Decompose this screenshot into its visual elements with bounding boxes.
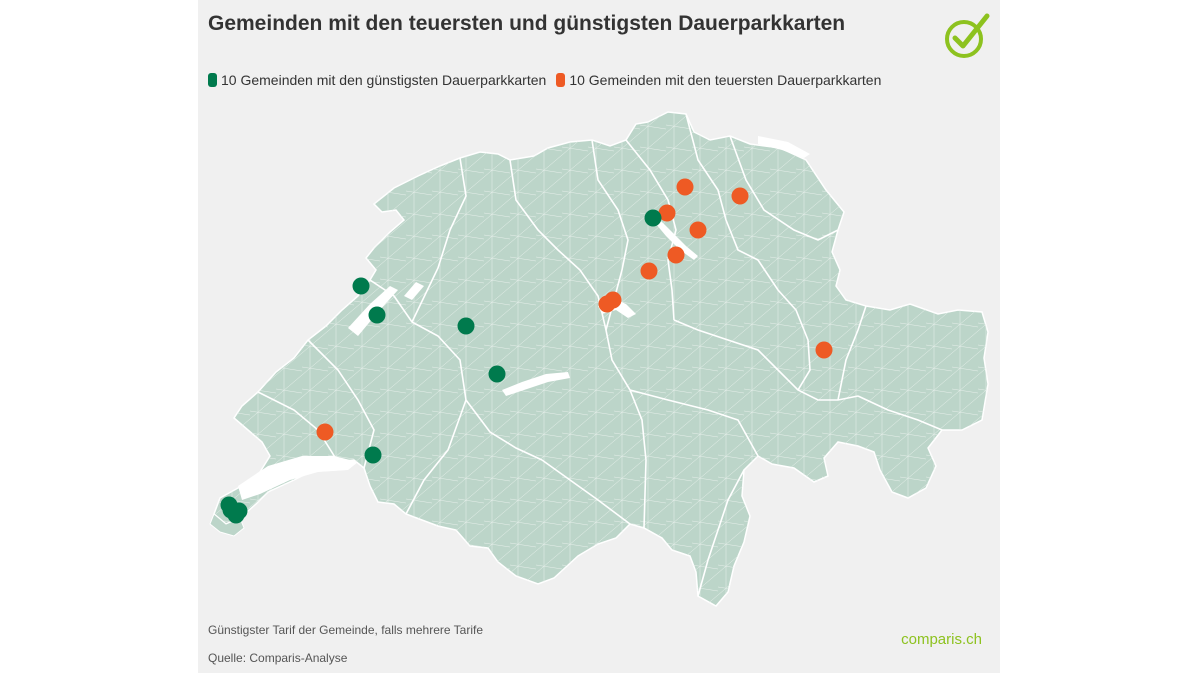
marker-expensive: [316, 423, 334, 441]
legend-label-cheapest: 10 Gemeinden mit den günstigsten Dauerpa…: [221, 72, 547, 88]
marker-expensive: [640, 262, 658, 280]
marker-expensive: [658, 204, 676, 222]
lake-biel: [404, 282, 424, 300]
brand-prefix: c: [901, 631, 909, 648]
lake-thun-brienz: [502, 372, 570, 396]
checkmark-circle-icon: [945, 13, 990, 58]
marker-cheapest: [364, 446, 382, 464]
marker-expensive: [815, 341, 833, 359]
canton-borders: [257, 113, 943, 597]
marker-expensive: [676, 178, 694, 196]
marker-expensive: [731, 187, 749, 205]
marker-cheapest: [644, 209, 662, 227]
marker-cheapest: [368, 306, 386, 324]
legend: 10 Gemeinden mit den günstigsten Dauerpa…: [208, 72, 891, 88]
footnote: Günstigster Tarif der Gemeinde, falls me…: [208, 623, 484, 637]
legend-swatch-expensive: [556, 73, 566, 87]
municipality-grid: [214, 112, 988, 606]
map-card: Gemeinden mit den teuersten und günstigs…: [198, 0, 1000, 673]
legend-label-expensive: 10 Gemeinden mit den teuersten Dauerpark…: [569, 72, 882, 88]
switzerland-map: [209, 111, 989, 607]
brand-middle: o: [908, 631, 917, 648]
marker-expensive: [667, 246, 685, 264]
marker-expensive: [689, 221, 707, 239]
brand-logo: comparis.ch: [901, 631, 982, 648]
marker-cheapest: [457, 317, 475, 335]
marker-cheapest: [222, 501, 240, 519]
source-note: Quelle: Comparis-Analyse: [208, 651, 348, 665]
legend-swatch-cheapest: [208, 73, 217, 87]
marker-cheapest: [352, 277, 370, 295]
brand-suffix: mparis.ch: [916, 631, 982, 648]
marker-expensive: [598, 295, 616, 313]
expensive-markers: [316, 178, 833, 441]
lake-geneva: [238, 456, 358, 500]
marker-cheapest: [488, 365, 506, 383]
legend-item-cheapest: 10 Gemeinden mit den günstigsten Dauerpa…: [208, 72, 546, 88]
legend-item-expensive: 10 Gemeinden mit den teuersten Dauerpark…: [556, 72, 881, 88]
cheapest-markers: [220, 209, 662, 524]
lake-constance: [758, 136, 810, 158]
lake-zurich: [656, 220, 698, 260]
page-title: Gemeinden mit den teuersten und günstigs…: [208, 12, 846, 35]
